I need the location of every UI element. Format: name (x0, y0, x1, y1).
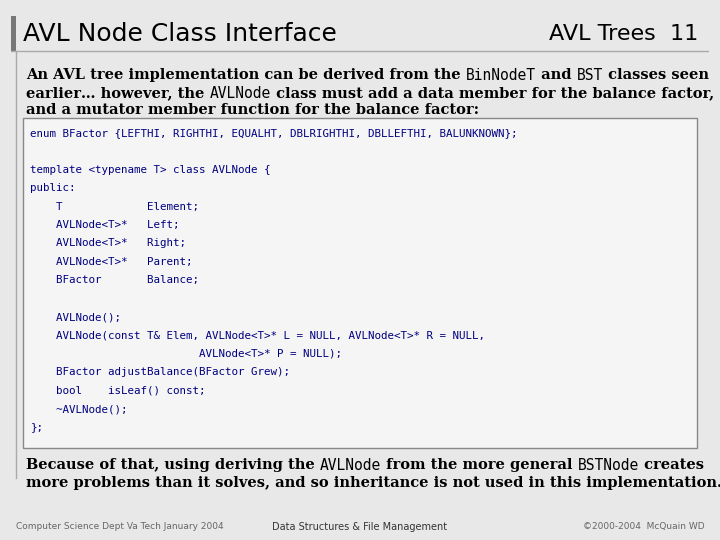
Text: bool    isLeaf() const;: bool isLeaf() const; (30, 386, 206, 396)
Text: AVLNode<T>*   Left;: AVLNode<T>* Left; (30, 220, 180, 230)
Text: ©2000-2004  McQuain WD: ©2000-2004 McQuain WD (582, 522, 704, 531)
Text: and a mutator member function for the balance factor:: and a mutator member function for the ba… (26, 103, 480, 117)
Text: AVLNode<T>*   Parent;: AVLNode<T>* Parent; (30, 257, 193, 267)
Text: ~AVLNode();: ~AVLNode(); (30, 404, 128, 414)
Text: AVLNode(const T& Elem, AVLNode<T>* L = NULL, AVLNode<T>* R = NULL,: AVLNode(const T& Elem, AVLNode<T>* L = N… (30, 330, 485, 341)
Text: AVLNode: AVLNode (320, 458, 382, 474)
Text: AVLNode();: AVLNode(); (30, 312, 122, 322)
Text: classes seen: classes seen (603, 69, 708, 83)
Text: };: }; (30, 423, 43, 433)
Text: AVLNode<T>* P = NULL);: AVLNode<T>* P = NULL); (30, 349, 342, 359)
Text: BFactor adjustBalance(BFactor Grew);: BFactor adjustBalance(BFactor Grew); (30, 367, 290, 377)
Text: enum BFactor {LEFTHI, RIGHTHI, EQUALHT, DBLRIGHTHI, DBLLEFTHI, BALUNKNOWN};: enum BFactor {LEFTHI, RIGHTHI, EQUALHT, … (30, 128, 518, 138)
Text: AVLNode: AVLNode (210, 86, 271, 101)
Text: earlier… however, the: earlier… however, the (26, 86, 210, 100)
Text: Because of that, using deriving the: Because of that, using deriving the (26, 458, 320, 472)
FancyBboxPatch shape (23, 118, 697, 448)
Text: Data Structures & File Management: Data Structures & File Management (272, 522, 448, 531)
Text: Computer Science Dept Va Tech January 2004: Computer Science Dept Va Tech January 20… (16, 522, 223, 531)
Text: and: and (536, 69, 577, 83)
Text: creates: creates (639, 458, 704, 472)
Text: T             Element;: T Element; (30, 201, 199, 212)
Text: BFactor       Balance;: BFactor Balance; (30, 275, 199, 285)
Text: AVLNode<T>*   Right;: AVLNode<T>* Right; (30, 239, 186, 248)
Text: An AVL tree implementation can be derived from the: An AVL tree implementation can be derive… (26, 69, 466, 83)
Text: public:: public: (30, 183, 76, 193)
Text: BinNodeT: BinNodeT (466, 69, 536, 83)
Text: BSTNode: BSTNode (578, 458, 639, 474)
Text: class must add a data member for the balance factor,: class must add a data member for the bal… (271, 86, 714, 100)
Text: template <typename T> class AVLNode {: template <typename T> class AVLNode { (30, 165, 271, 175)
Bar (11, 16, 17, 51)
Text: BST: BST (577, 69, 603, 83)
Text: more problems than it solves, and so inheritance is not used in this implementat: more problems than it solves, and so inh… (26, 476, 720, 490)
Text: from the more general: from the more general (382, 458, 578, 472)
Text: AVL Trees  11: AVL Trees 11 (549, 24, 698, 44)
Text: AVL Node Class Interface: AVL Node Class Interface (23, 22, 337, 45)
